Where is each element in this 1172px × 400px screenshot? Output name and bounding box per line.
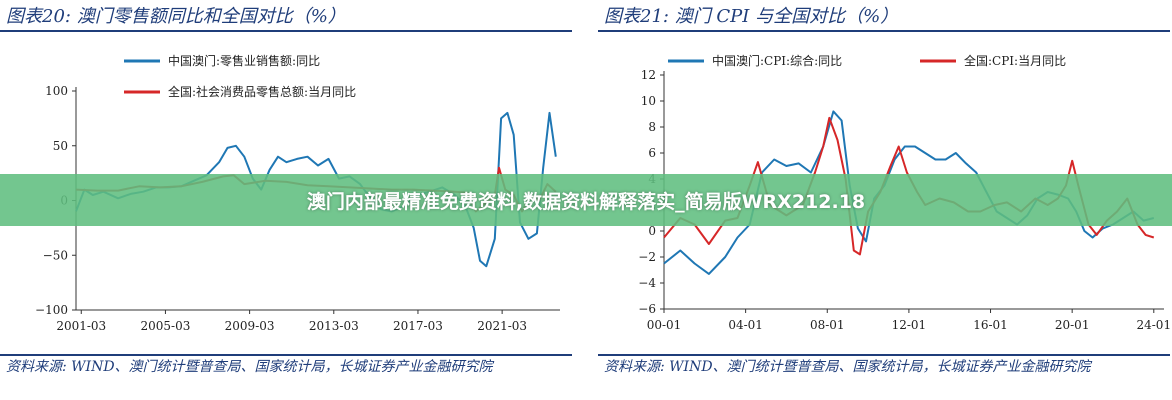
x-tick-label: 12-01 xyxy=(892,318,927,332)
legend-label: 全国:社会消费品零售总额:当月同比 xyxy=(168,84,356,99)
legend-label: 全国:CPI:当月同比 xyxy=(964,53,1066,68)
y-tick-label: −50 xyxy=(43,248,68,262)
source-rule xyxy=(0,354,572,356)
legend-label: 中国澳门:零售业销售额:同比 xyxy=(168,53,320,68)
chart-panel-retail: 图表20: 澳门零售额同比和全国对比（%） −100−500501002001-… xyxy=(0,0,572,400)
chart-title: 图表20: 澳门零售额同比和全国对比（%） xyxy=(6,6,346,27)
y-tick-label: −4 xyxy=(638,276,656,290)
source-note: 资料来源: WIND、澳门统计暨普查局、国家统计局，长城证券产业金融研究院 xyxy=(6,359,493,375)
banner-text: 澳门内部最精准免费资料,数据资料解释落实_简易版WRX212.18 xyxy=(306,190,866,213)
x-tick-label: 24-01 xyxy=(1136,318,1171,332)
chart-title: 图表21: 澳门 CPI 与全国对比（%） xyxy=(604,6,899,27)
y-tick-label: 8 xyxy=(648,120,656,134)
y-tick-label: 6 xyxy=(648,146,656,160)
source-rule xyxy=(598,354,1170,356)
x-tick-label: 2021-03 xyxy=(477,319,527,333)
x-tick-label: 2009-03 xyxy=(225,319,275,333)
x-tick-label: 00-01 xyxy=(647,318,682,332)
y-tick-label: 10 xyxy=(641,94,656,108)
y-tick-label: −100 xyxy=(35,303,68,317)
y-tick-label: 100 xyxy=(45,84,68,98)
y-tick-label: 50 xyxy=(53,139,68,153)
y-tick-label: 0 xyxy=(648,224,656,238)
x-tick-label: 2013-03 xyxy=(309,319,359,333)
y-tick-label: 12 xyxy=(641,68,656,82)
x-tick-label: 20-01 xyxy=(1055,318,1090,332)
title-rule xyxy=(598,30,1170,32)
x-tick-label: 2005-03 xyxy=(140,319,190,333)
cpi-line-chart: −6−4−202468101200-0104-0108-0112-0116-01… xyxy=(638,53,1171,332)
overlay-banner: 澳门内部最精准免费资料,数据资料解释落实_简易版WRX212.18 xyxy=(0,174,1172,226)
x-tick-label: 16-01 xyxy=(973,318,1008,332)
x-tick-label: 2017-03 xyxy=(393,319,443,333)
x-tick-label: 04-01 xyxy=(728,318,763,332)
x-tick-label: 2001-03 xyxy=(56,319,106,333)
legend-label: 中国澳门:CPI:综合:同比 xyxy=(712,53,842,68)
chart-panel-cpi: 图表21: 澳门 CPI 与全国对比（%） −6−4−202468101200-… xyxy=(598,0,1171,400)
y-tick-label: −6 xyxy=(638,302,656,316)
source-note: 资料来源: WIND、澳门统计暨普查局、国家统计局，长城证券产业金融研究院 xyxy=(604,359,1091,375)
title-rule xyxy=(0,30,572,32)
x-tick-label: 08-01 xyxy=(810,318,845,332)
y-tick-label: −2 xyxy=(638,250,656,264)
